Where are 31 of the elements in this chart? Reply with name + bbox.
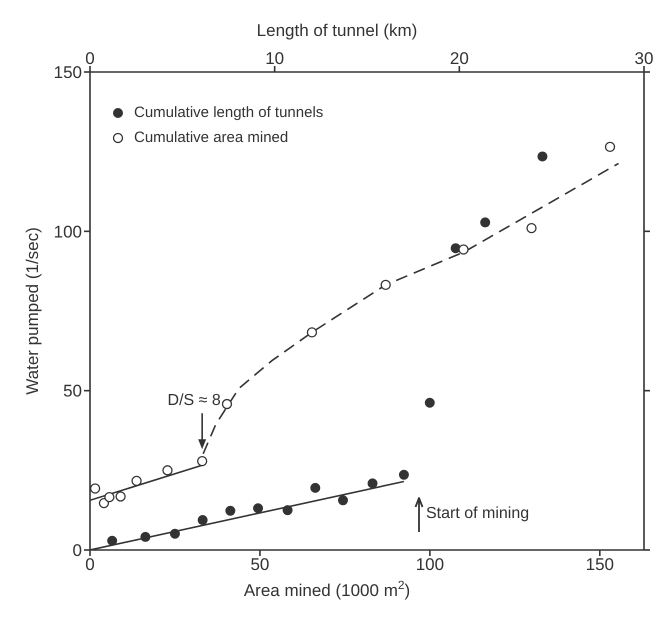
x2-tick-label: 30 <box>634 49 654 68</box>
y-tick-label: 100 <box>54 222 82 242</box>
x-tick-label: 150 <box>586 555 614 574</box>
point <box>604 142 616 152</box>
x2-axis-title: Length of tunnel (km) <box>256 21 418 40</box>
x-axis-title: Area mined (1000 m$^{2}$) <box>244 578 410 600</box>
point <box>458 244 469 255</box>
annotation: D/S ≈ 8 <box>168 392 221 410</box>
point <box>222 398 232 410</box>
y-tick-label: 0 <box>72 541 82 560</box>
point <box>131 476 142 486</box>
y-tick-label: 150 <box>54 63 82 82</box>
point <box>197 456 208 466</box>
x-tick-label: 100 <box>416 555 444 574</box>
point <box>306 327 318 338</box>
x2-tick-label: 0 <box>85 49 95 68</box>
x2-tick-label: 20 <box>450 49 469 68</box>
point <box>104 492 115 502</box>
annotation: Start of mining <box>426 505 530 523</box>
x2-tick-label: 10 <box>265 49 284 68</box>
y-axis-title: Water pumped (1/sec) <box>23 227 42 395</box>
y-tick-label: 50 <box>63 382 82 401</box>
point <box>380 280 391 290</box>
legend-label: Cumulative length of tunnels <box>134 103 324 123</box>
point <box>526 222 537 234</box>
point <box>162 465 173 476</box>
x-tick-label: 50 <box>250 555 270 574</box>
point <box>90 483 100 494</box>
point <box>115 491 126 502</box>
x-tick-label: 0 <box>85 555 95 574</box>
legend-label: Cumulative area mined <box>134 128 288 148</box>
